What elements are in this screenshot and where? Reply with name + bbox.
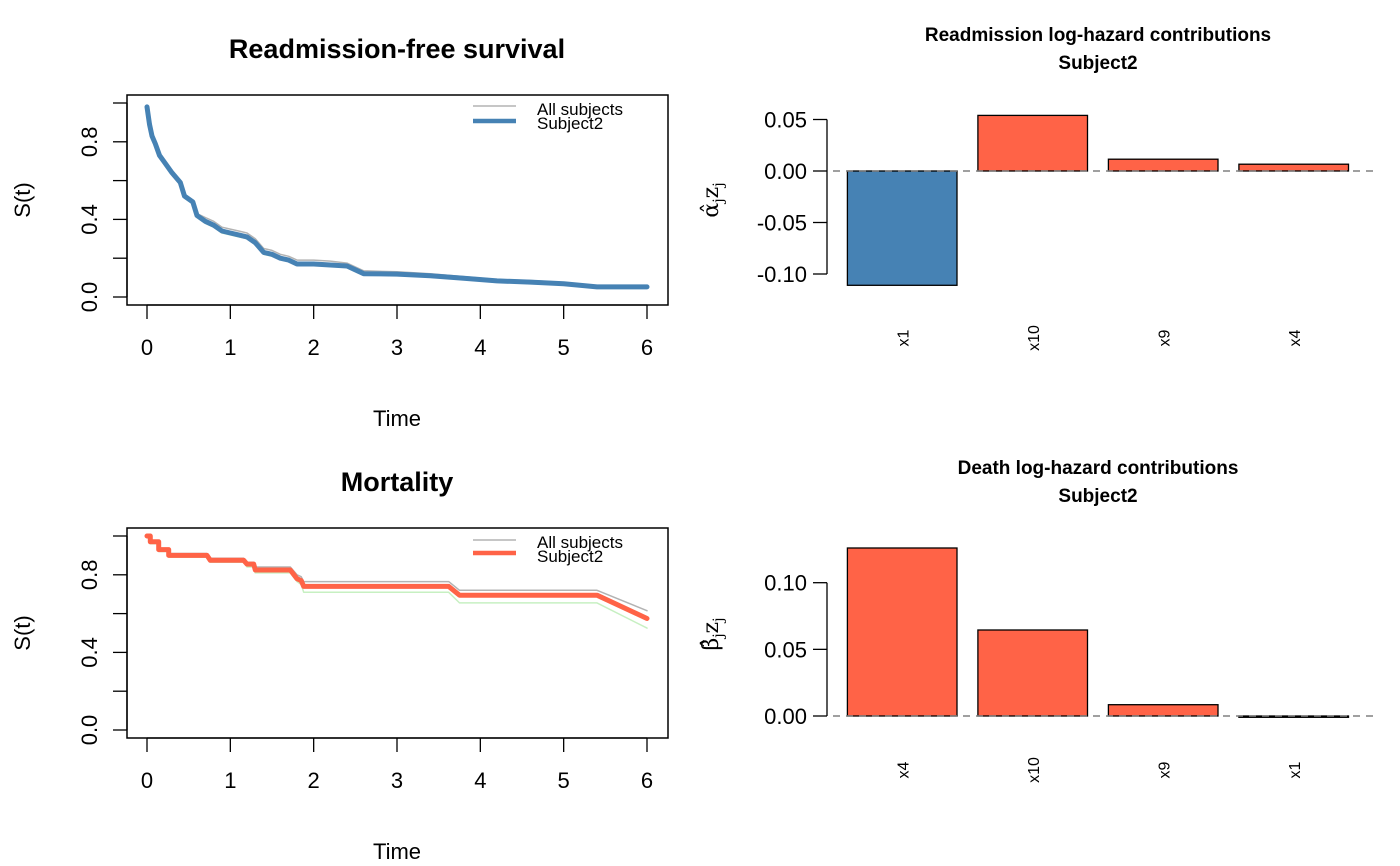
y-axis-label: β̂jzj (699, 618, 727, 651)
category-label-x9: x9 (1156, 329, 1173, 346)
category-labels: x4 x10 x9 x1 (895, 757, 1304, 783)
mortality-title: Mortality (341, 467, 454, 497)
y-tick-label: -0.10 (757, 262, 807, 287)
bar-x10 (977, 114, 1089, 172)
category-label-x9: x9 (1156, 761, 1173, 778)
x-tick-label: 5 (558, 768, 570, 793)
readmission-contributions-panel: Readmission log-hazard contributions Sub… (699, 25, 1375, 351)
y-label-sub2: j (711, 182, 727, 188)
bar-x10 (977, 629, 1089, 717)
series-layer (144, 533, 650, 629)
y-tick-label: -0.05 (757, 211, 807, 236)
y-tick-label: 0.05 (764, 108, 807, 133)
y-axis: 0.0 0.4 0.8 (77, 102, 128, 313)
category-label-x10: x10 (1026, 325, 1043, 351)
y-axis: -0.10 -0.05 0.00 0.05 (757, 108, 828, 287)
bar-x9 (1107, 158, 1219, 172)
y-axis-label: α̂jzj (699, 182, 727, 217)
bar-x9 (1107, 704, 1219, 717)
legend: All subjects Subject2 (473, 533, 623, 566)
x-tick-label: 0 (141, 768, 153, 793)
legend-label-subject2: Subject2 (537, 547, 603, 566)
y-tick-label: 0.0 (77, 715, 102, 746)
y-label-var: z (699, 187, 724, 199)
bar-x4 (846, 547, 958, 717)
y-axis-label: S(t) (10, 615, 35, 650)
bar-layer (833, 547, 1375, 718)
x-axis-label: Time (373, 839, 421, 864)
category-label-x1: x1 (1287, 761, 1304, 778)
x-tick-label: 3 (391, 335, 403, 360)
bar-x1 (846, 170, 958, 286)
x-tick-label: 1 (224, 335, 236, 360)
x-tick-label: 4 (474, 335, 486, 360)
y-label-sub1: j (711, 633, 727, 639)
x-tick-label: 2 (308, 335, 320, 360)
legend: All subjects Subject2 (473, 100, 623, 133)
series-line-subject2 (144, 104, 650, 290)
category-label-x4: x4 (895, 761, 912, 778)
mortality-panel: Mortality 0 1 2 3 4 5 6 0.0 0.4 0.8 Time S(t) Al… (10, 467, 669, 864)
readmission-contributions-subtitle: Subject2 (1058, 53, 1137, 74)
death-contributions-panel: Death log-hazard contributions Subject2 … (699, 458, 1375, 783)
legend-label-subject2: Subject2 (537, 114, 603, 133)
y-tick-label: 0.00 (764, 159, 807, 184)
x-tick-label: 1 (224, 768, 236, 793)
readmission-survival-panel: Readmission-free survival 0 1 2 3 4 5 6 0.0 0.4… (10, 34, 669, 431)
y-axis: 0.0 0.4 0.8 (77, 535, 128, 746)
category-labels: x1 x10 x9 x4 (895, 325, 1304, 351)
x-tick-label: 0 (141, 335, 153, 360)
x-axis: 0 1 2 3 4 5 6 (141, 304, 653, 360)
readmission-survival-title: Readmission-free survival (229, 34, 565, 64)
y-tick-label: 0.8 (77, 127, 102, 158)
y-axis: 0.00 0.05 0.10 (764, 571, 828, 729)
series-layer (144, 104, 650, 290)
y-axis-label: S(t) (10, 182, 35, 217)
series-line-subject2-lower-band (146, 108, 648, 289)
y-label-sub1: j (711, 198, 727, 204)
svg-text:β̂jzj: β̂jzj (699, 618, 727, 651)
y-tick-label: 0.8 (77, 560, 102, 591)
y-tick-label: 0.4 (77, 204, 102, 235)
legend-label-all-subjects: All subjects (537, 533, 623, 552)
x-tick-label: 4 (474, 768, 486, 793)
y-label-sub2: j (711, 618, 727, 624)
series-line-all-subjects (146, 106, 648, 287)
y-label-symbol: β̂ (699, 638, 724, 651)
y-tick-label: 0.4 (77, 637, 102, 668)
x-axis-label: Time (373, 406, 421, 431)
death-contributions-subtitle: Subject2 (1058, 486, 1137, 507)
x-tick-label: 6 (641, 335, 653, 360)
y-label-var: z (699, 622, 724, 634)
y-tick-label: 0.10 (764, 571, 807, 596)
x-tick-label: 6 (641, 768, 653, 793)
series-line-subject2 (144, 533, 650, 621)
death-contributions-title: Death log-hazard contributions (958, 458, 1239, 479)
y-tick-label: 0.05 (764, 637, 807, 662)
x-tick-label: 3 (391, 768, 403, 793)
category-label-x4: x4 (1287, 329, 1304, 346)
category-label-x10: x10 (1026, 757, 1043, 783)
legend-label-all-subjects: All subjects (537, 100, 623, 119)
x-axis: 0 1 2 3 4 5 6 (141, 737, 653, 793)
y-tick-label: 0.00 (764, 704, 807, 729)
bar-x4 (1238, 163, 1350, 172)
readmission-contributions-title: Readmission log-hazard contributions (925, 25, 1271, 46)
y-tick-label: 0.0 (77, 282, 102, 313)
svg-text:α̂jzj: α̂jzj (699, 182, 727, 217)
x-tick-label: 5 (558, 335, 570, 360)
bar-layer (833, 114, 1375, 286)
y-label-symbol: α̂ (699, 203, 724, 218)
x-tick-label: 2 (308, 768, 320, 793)
category-label-x1: x1 (895, 329, 912, 346)
